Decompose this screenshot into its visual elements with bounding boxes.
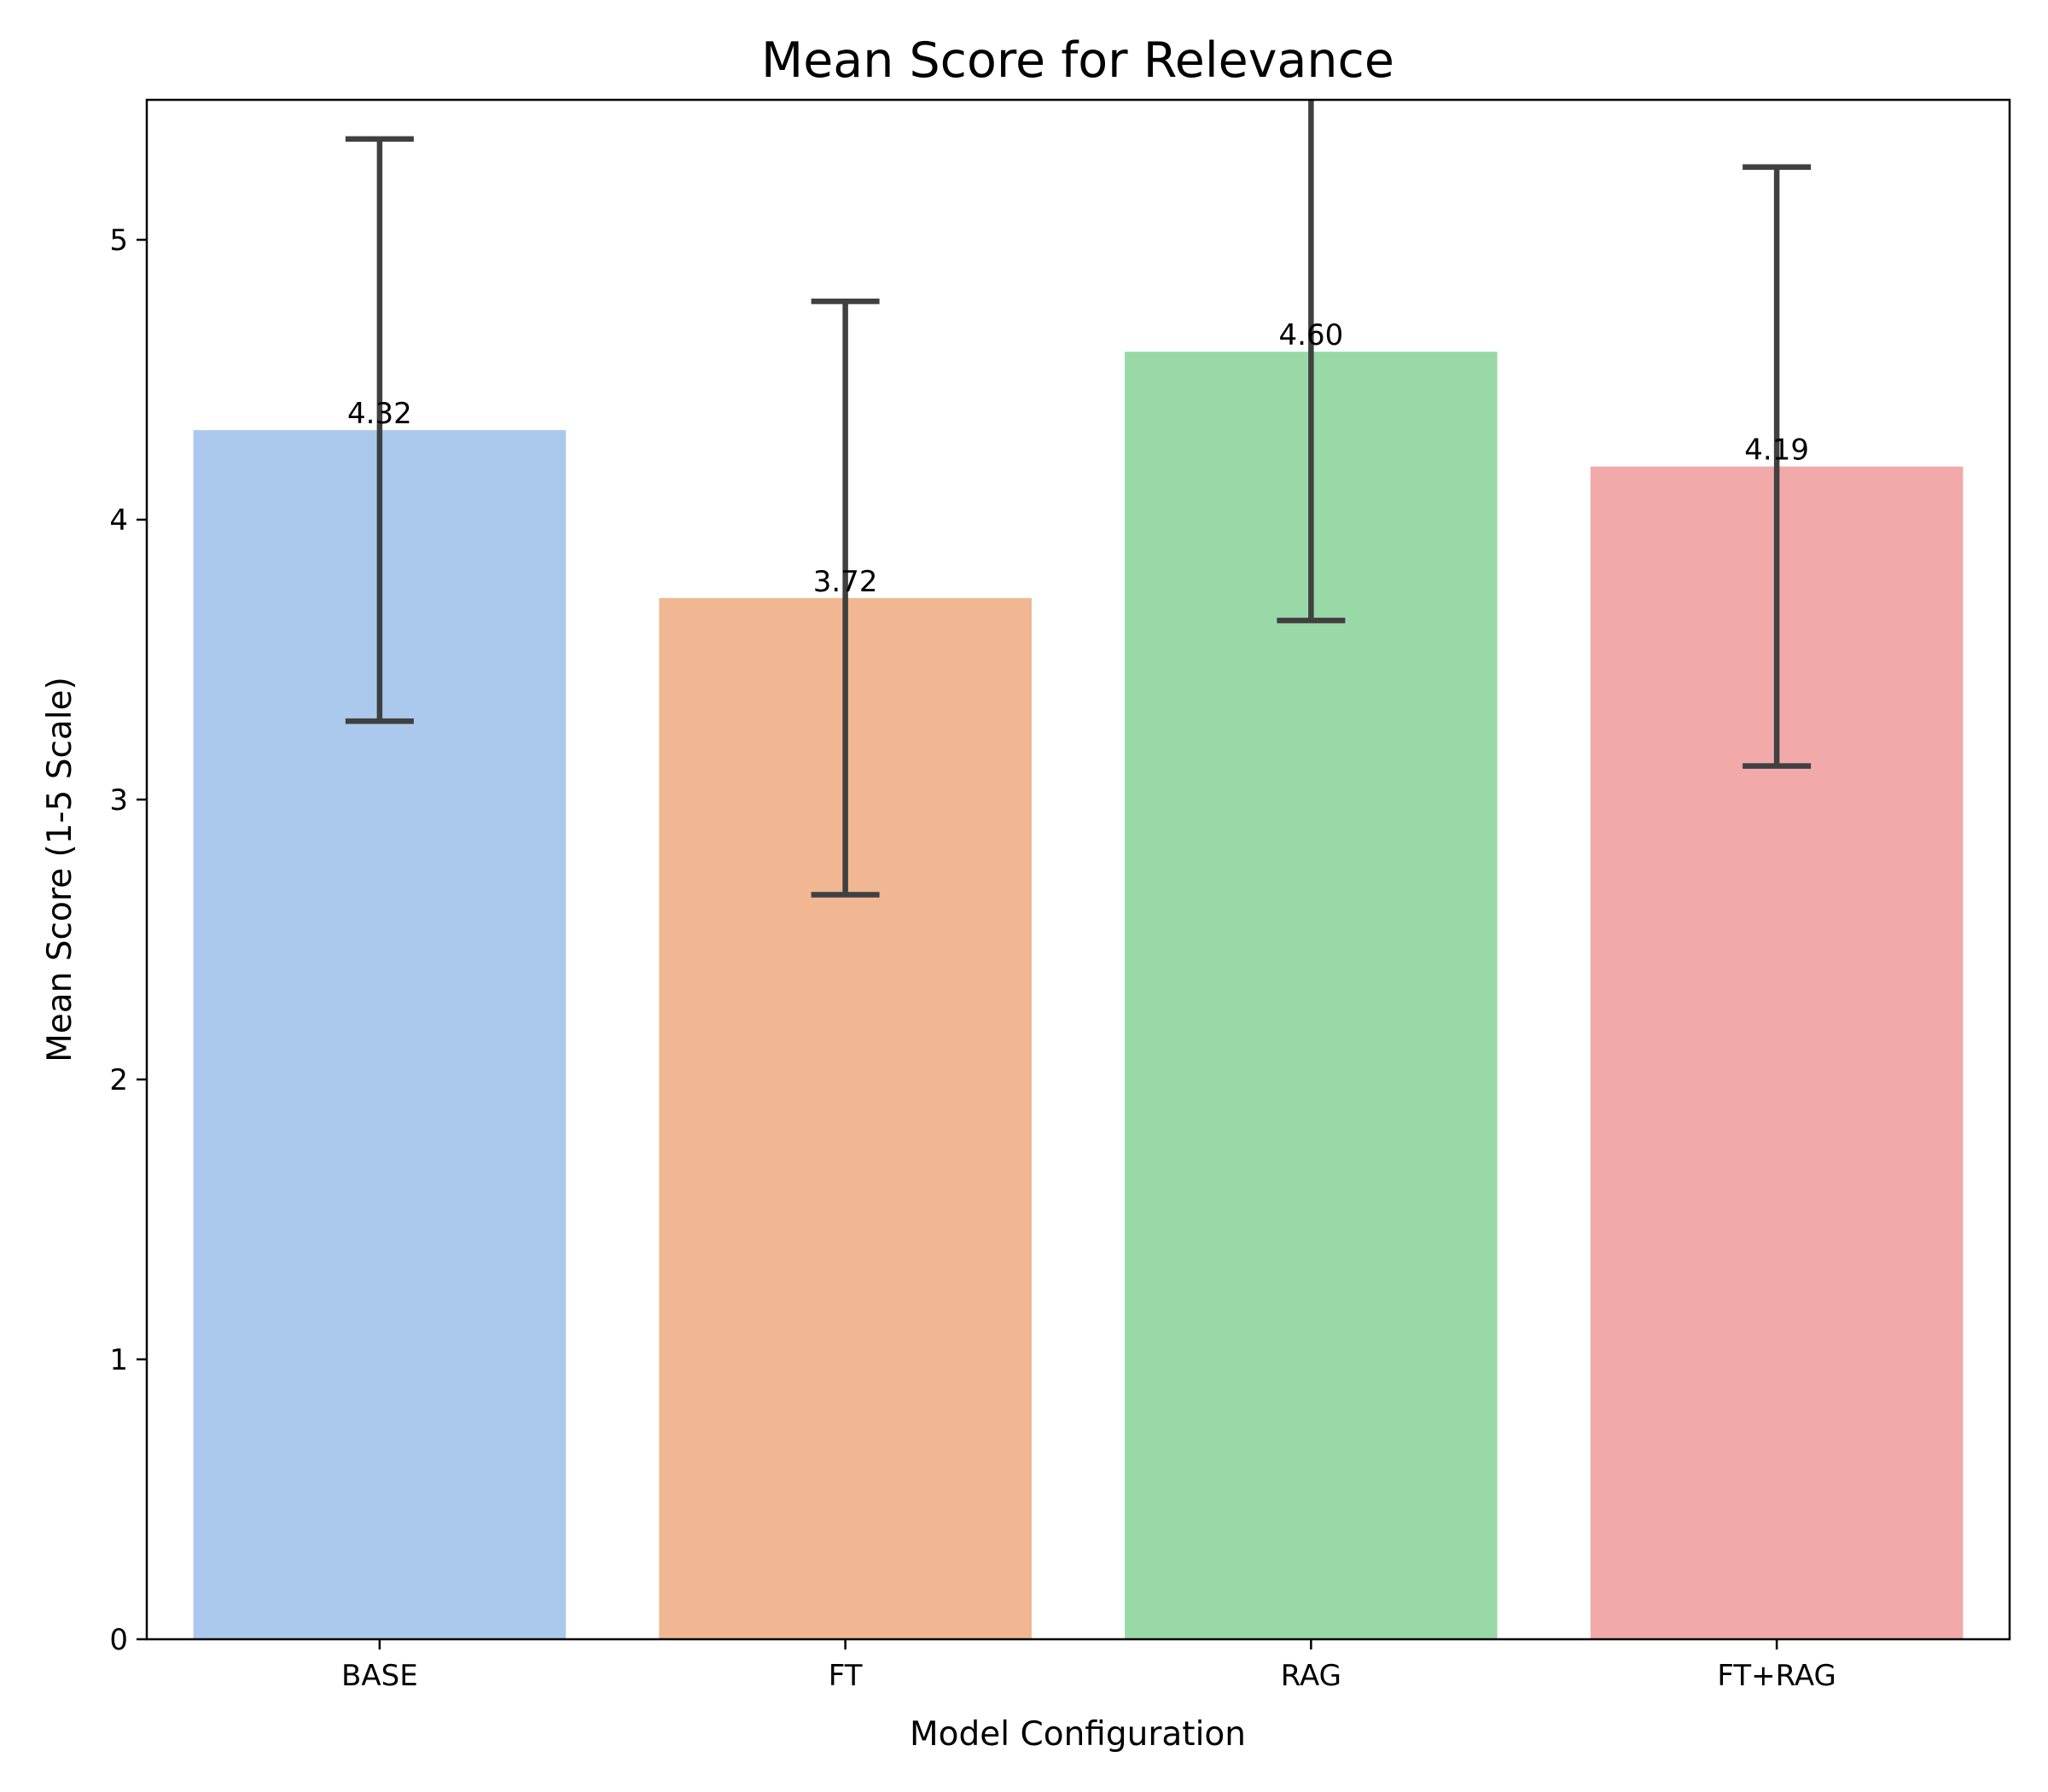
error-bar	[811, 298, 880, 898]
y-tick-label: 4	[109, 503, 128, 538]
error-bar	[1277, 100, 1346, 624]
x-tick-label: BASE	[341, 1659, 418, 1693]
x-tick-label: RAG	[1281, 1659, 1341, 1693]
error-bar	[1743, 164, 1812, 769]
x-axis-label: Model Configuration	[910, 1715, 1246, 1754]
y-tick-label: 1	[109, 1343, 128, 1377]
y-axis-ticks: 0 1 2 3 4 5	[109, 224, 147, 1657]
y-axis-label: Mean Score (1-5 Scale)	[41, 677, 79, 1062]
y-tick-label: 5	[109, 224, 128, 258]
error-bar	[345, 136, 414, 724]
x-axis-ticks: BASE FT RAG FT+RAG	[341, 1639, 1836, 1693]
y-tick-label: 2	[109, 1063, 128, 1097]
x-tick-label: FT	[829, 1659, 863, 1693]
data-labels-layer: 4.32 3.72 4.60 4.19	[347, 318, 1809, 599]
data-label: 4.32	[347, 397, 412, 431]
data-label: 4.60	[1279, 318, 1344, 352]
y-tick-label: 0	[109, 1623, 128, 1657]
error-bars-layer	[345, 100, 1812, 898]
data-label: 3.72	[813, 565, 878, 599]
chart-title: Mean Score for Relevance	[761, 32, 1394, 89]
x-tick-label: FT+RAG	[1717, 1659, 1836, 1693]
data-label: 4.19	[1744, 433, 1809, 468]
plot-frame	[145, 98, 2011, 1641]
y-tick-label: 3	[109, 783, 128, 817]
